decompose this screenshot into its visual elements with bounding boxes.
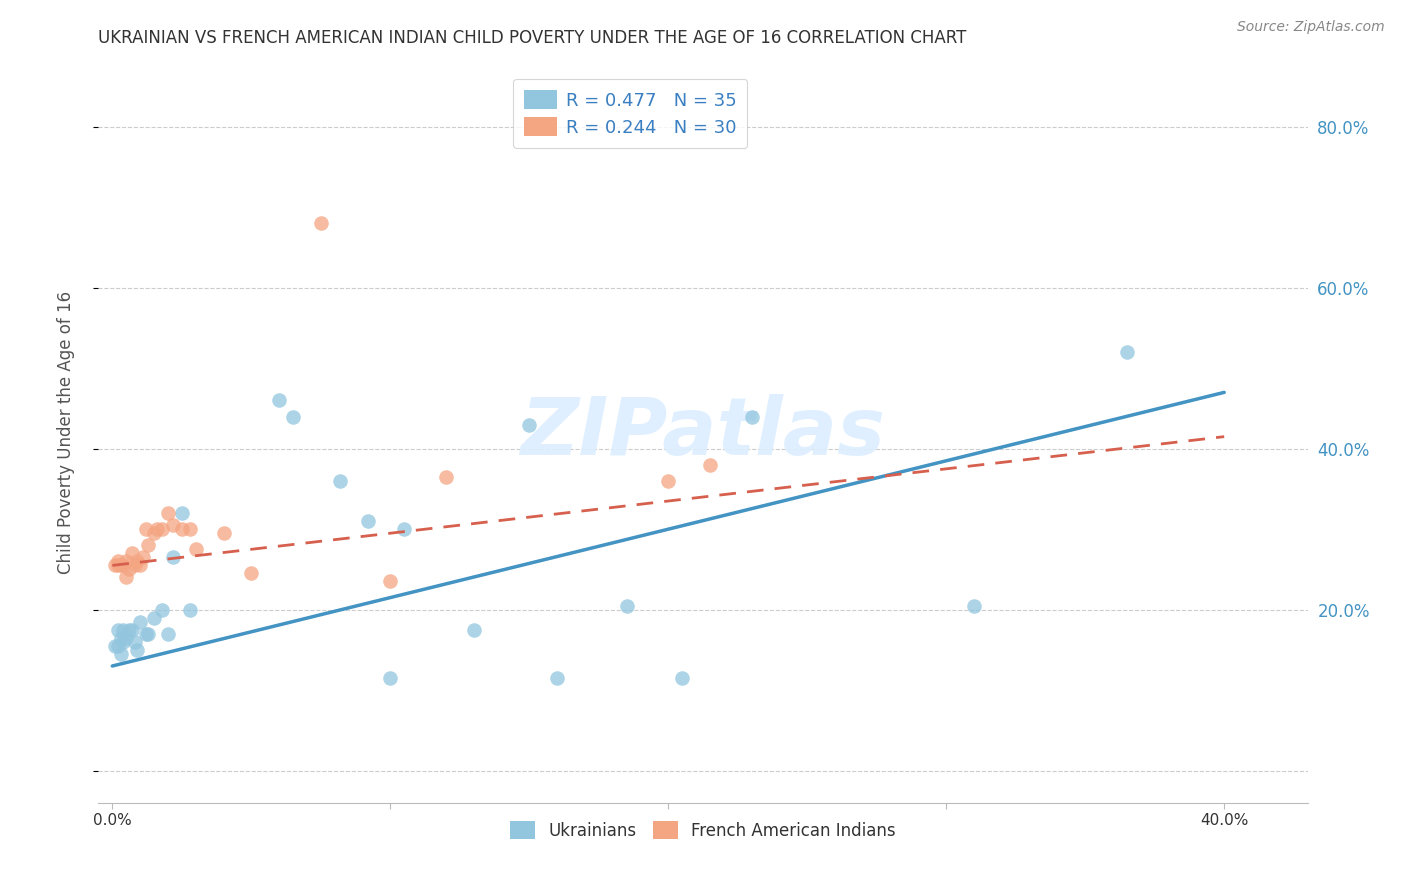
Point: [963, 599, 986, 613]
Point: [463, 623, 485, 637]
Point: [129, 615, 152, 629]
Point: [1115, 345, 1137, 359]
Point: [110, 647, 132, 661]
Point: [112, 558, 135, 573]
Y-axis label: Child Poverty Under the Age of 16: Child Poverty Under the Age of 16: [56, 291, 75, 574]
Point: [329, 474, 352, 488]
Point: [179, 602, 201, 616]
Point: [184, 542, 207, 557]
Point: [107, 558, 129, 573]
Point: [121, 623, 143, 637]
Point: [657, 474, 679, 488]
Point: [110, 558, 132, 573]
Point: [129, 558, 152, 573]
Point: [135, 522, 157, 536]
Point: [392, 522, 415, 536]
Point: [110, 631, 132, 645]
Point: [127, 554, 149, 568]
Point: [156, 506, 179, 520]
Point: [357, 514, 380, 528]
Point: [115, 554, 138, 568]
Text: ZIPatlas: ZIPatlas: [520, 393, 886, 472]
Point: [112, 623, 135, 637]
Point: [107, 554, 129, 568]
Point: [104, 558, 127, 573]
Point: [107, 639, 129, 653]
Point: [104, 639, 127, 653]
Point: [281, 409, 304, 424]
Point: [156, 627, 179, 641]
Point: [616, 599, 638, 613]
Point: [170, 522, 193, 536]
Point: [150, 602, 173, 616]
Point: [517, 417, 540, 432]
Point: [380, 574, 402, 589]
Point: [170, 506, 193, 520]
Point: [309, 216, 332, 230]
Point: [124, 558, 146, 573]
Point: [380, 671, 402, 685]
Point: [240, 566, 263, 581]
Point: [162, 518, 184, 533]
Point: [212, 526, 235, 541]
Point: [741, 409, 763, 424]
Point: [143, 526, 166, 541]
Point: [179, 522, 201, 536]
Point: [118, 623, 141, 637]
Point: [112, 635, 135, 649]
Legend: Ukrainians, French American Indians: Ukrainians, French American Indians: [503, 814, 903, 847]
Point: [146, 522, 169, 536]
Point: [121, 546, 143, 560]
Point: [699, 458, 721, 472]
Point: [546, 671, 568, 685]
Point: [127, 643, 149, 657]
Point: [135, 627, 157, 641]
Point: [138, 538, 160, 552]
Point: [138, 627, 160, 641]
Text: Source: ZipAtlas.com: Source: ZipAtlas.com: [1237, 20, 1385, 34]
Point: [107, 623, 129, 637]
Point: [115, 631, 138, 645]
Point: [132, 550, 155, 565]
Text: UKRAINIAN VS FRENCH AMERICAN INDIAN CHILD POVERTY UNDER THE AGE OF 16 CORRELATIO: UKRAINIAN VS FRENCH AMERICAN INDIAN CHIL…: [98, 29, 967, 47]
Point: [124, 635, 146, 649]
Point: [118, 562, 141, 576]
Point: [150, 522, 173, 536]
Point: [671, 671, 693, 685]
Point: [269, 393, 291, 408]
Point: [434, 470, 457, 484]
Point: [143, 610, 166, 624]
Point: [115, 570, 138, 584]
Point: [162, 550, 184, 565]
